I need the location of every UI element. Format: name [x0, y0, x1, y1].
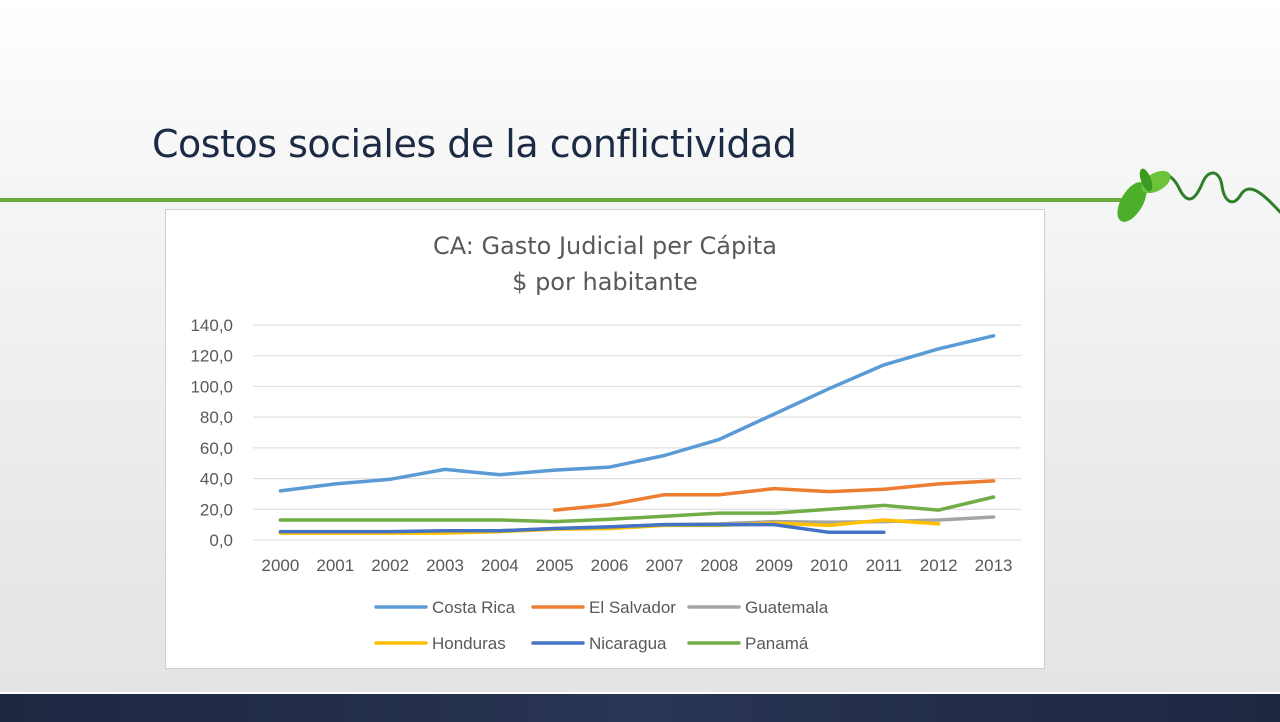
x-tick-label: 2008 — [700, 556, 738, 575]
chart-title: CA: Gasto Judicial per Cápita — [432, 232, 778, 260]
line-chart: 0,0 20,0 40,0 60,0 80,0 100,0 120,0 140,0 2000 20… — [190, 316, 1021, 653]
x-tick-label: 2006 — [591, 556, 629, 575]
y-tick-label: 20,0 — [200, 500, 233, 519]
legend-label: Honduras — [432, 634, 506, 653]
x-tick-label: 2000 — [262, 556, 300, 575]
legend-label: Panamá — [745, 634, 809, 653]
y-tick-label: 100,0 — [190, 377, 233, 396]
footer-bar — [0, 692, 1280, 722]
x-tick-label: 2002 — [371, 556, 409, 575]
x-tick-label: 2001 — [316, 556, 354, 575]
slide-title: Costos sociales de la conflictividad — [152, 122, 797, 166]
x-tick-label: 2005 — [536, 556, 574, 575]
x-tick-label: 2004 — [481, 556, 519, 575]
title-divider — [0, 198, 1140, 202]
legend-label: El Salvador — [589, 598, 676, 617]
leaf-vine-decoration — [1117, 168, 1280, 222]
x-tick-label: 2007 — [646, 556, 684, 575]
series-line-panam- — [278, 495, 996, 524]
x-tick-label: 2013 — [975, 556, 1013, 575]
x-tick-label: 2010 — [810, 556, 848, 575]
y-tick-label: 60,0 — [200, 439, 233, 458]
y-tick-label: 140,0 — [190, 316, 233, 335]
chart-container: CA: Gasto Judicial per Cápita $ por habi… — [165, 209, 1045, 669]
y-tick-label: 80,0 — [200, 408, 233, 427]
y-tick-label: 120,0 — [190, 347, 233, 366]
legend-label: Guatemala — [745, 598, 829, 617]
x-tick-label: 2009 — [755, 556, 793, 575]
y-tick-label: 0,0 — [209, 531, 233, 550]
x-tick-label: 2012 — [920, 556, 958, 575]
y-tick-label: 40,0 — [200, 470, 233, 489]
series-line-costa-rica — [278, 334, 996, 493]
legend-label: Nicaragua — [589, 634, 667, 653]
chart-subtitle: $ por habitante — [512, 268, 698, 296]
x-tick-label: 2011 — [866, 556, 903, 575]
legend-label: Costa Rica — [432, 598, 516, 617]
x-tick-label: 2003 — [426, 556, 464, 575]
series-line-el-salvador — [552, 479, 996, 512]
series-line-nicaragua — [278, 522, 886, 535]
